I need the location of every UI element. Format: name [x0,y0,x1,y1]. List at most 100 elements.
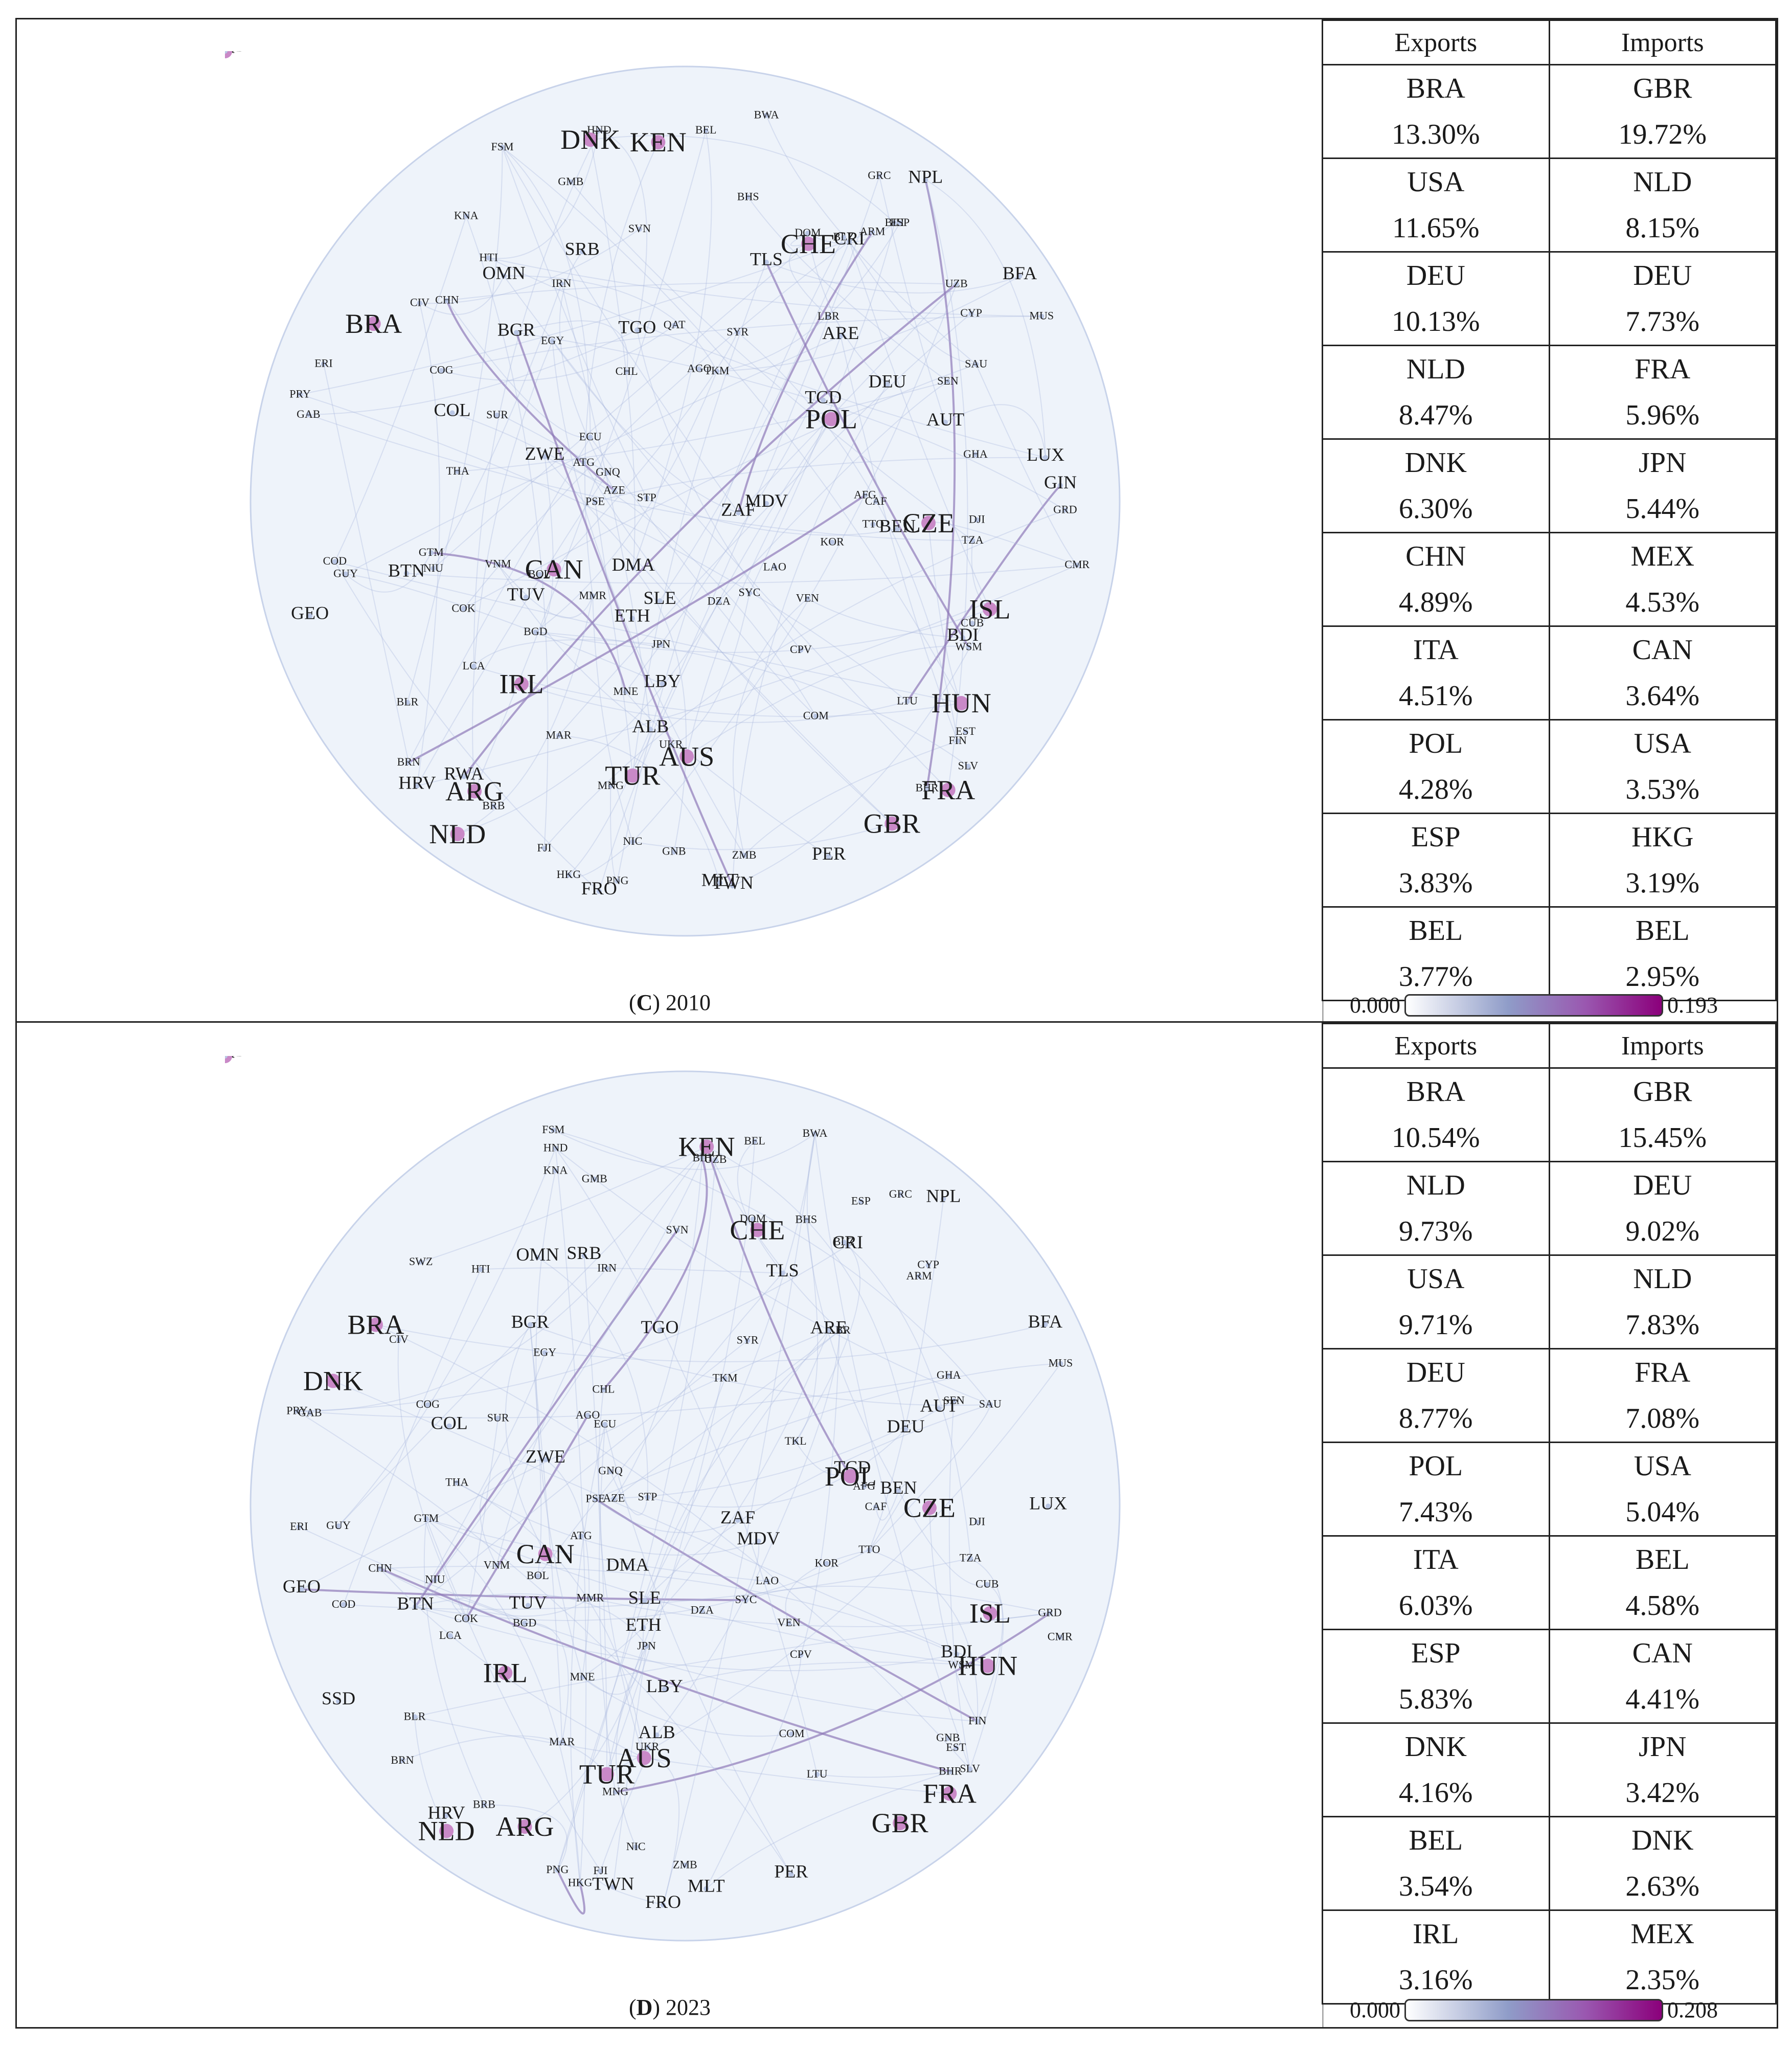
country-node [583,132,598,147]
trade-edge [420,1146,707,1263]
country-node [745,1338,751,1343]
country-node-label: CAF [865,1500,887,1513]
table-row: POL 4.28% USA 3.53% [1322,719,1777,814]
exports-country: BEL [1409,915,1463,947]
country-node [826,314,831,320]
trade-edge [670,593,750,746]
country-node-label: BGD [513,1616,536,1629]
country-node [596,889,602,894]
country-node [439,368,444,373]
country-node [763,259,769,265]
trade-edge [806,1133,899,1491]
imports-country: NLD [1633,166,1692,198]
country-node [921,515,936,530]
country-node-label: BFA [1028,1311,1062,1332]
country-node-label: CYP [917,1258,939,1271]
exports-cell: DEU 10.13% [1322,251,1550,346]
trade-edge [595,1400,955,1500]
country-node-label: ETH [615,605,650,625]
country-node [553,1168,558,1174]
trade-edge [817,1771,950,1778]
country-node-label: BHS [737,190,759,203]
trade-edge [606,1330,829,1774]
trade-edge [570,1424,606,1883]
country-node-label: AUT [920,1395,958,1415]
imports-share: 5.04% [1625,1496,1700,1528]
country-node [541,846,547,851]
country-node-label: ZMB [673,1858,697,1871]
trade-edge [375,1324,1046,1362]
exports-country: NLD [1406,353,1465,385]
country-node-label: GUY [326,1519,351,1532]
trade-edge [423,1518,485,1805]
country-node [870,522,876,527]
country-node-label: FIN [948,734,967,747]
country-node [377,1566,383,1571]
trade-edge [419,229,640,304]
country-node-label: AFG [853,1479,875,1492]
country-node [699,1139,714,1154]
country-node-label: GEO [291,603,329,623]
trade-edge [338,1148,556,1526]
trade-edge [632,175,880,776]
country-node-label: DEU [887,1416,925,1436]
country-node-label: CPV [790,1648,812,1660]
country-node-label: IDN [225,51,241,55]
country-node-label: SLE [644,588,676,608]
country-node [923,177,928,183]
country-node-label: SLB [225,51,242,55]
country-node [746,590,752,596]
exports-cell: ESP 3.83% [1322,813,1550,908]
trade-edge [552,341,739,513]
trade-edge [737,1141,783,1274]
country-node [637,1750,651,1765]
country-node [343,571,349,577]
country-node-label: BRA [345,308,402,339]
imports-cell: DEU 9.02% [1548,1161,1777,1256]
country-node-label: MUS [1049,1357,1073,1369]
country-node-label: BHR [915,781,939,794]
country-node [369,1317,383,1332]
imports-cell: USA 3.53% [1548,719,1777,814]
country-node-label: WSM [948,1658,975,1671]
imports-share: 4.41% [1625,1683,1700,1715]
trade-edge [300,231,873,395]
country-node-label: PER [812,843,846,864]
country-node-label: BRN [391,1753,414,1766]
country-node-label: GRD [1053,503,1077,515]
country-node [1062,507,1068,513]
trade-edge [417,472,608,786]
country-node-label: VEN [777,1616,800,1629]
country-node-label: FRO [645,1892,681,1912]
country-node-label: JPN [637,1639,656,1652]
imports-cell: USA 5.04% [1548,1442,1777,1537]
country-node-label: SUR [486,408,508,421]
country-node-label: LAO [763,560,786,573]
trade-edge [686,419,832,757]
country-node-label: HRV [398,773,436,793]
country-node-label: KEN [630,127,687,158]
panel-c-color-legend: 0.000 0.193 [1350,992,1718,1018]
trade-edge [785,1549,870,1624]
country-node [336,1523,342,1529]
country-node [861,1484,867,1490]
country-node [535,1254,540,1260]
country-node-label: SAU [965,357,987,370]
panel-d-top-partners-table: Exports Imports BRA 10.54% GBR 15.45% NLD 9.7… [1322,1023,1777,2005]
trade-edge [737,332,959,741]
country-node [764,501,769,506]
country-node-label: SWE [225,51,254,57]
imports-country: BEL [1635,1544,1690,1576]
country-node-label: BGR [511,1311,549,1332]
trade-edge [869,1404,991,1550]
country-node-label: PRK [225,51,243,55]
imports-country: MEX [1630,1918,1694,1950]
country-node-label: POL [805,404,857,435]
country-node-label: GTM [419,546,444,558]
trade-edge [553,1129,991,1405]
country-node-label: DOM [795,226,821,239]
country-node [550,339,555,344]
exports-country: BRA [1406,1076,1465,1108]
trade-edge [613,1646,647,1887]
trade-edge [595,1498,978,1722]
